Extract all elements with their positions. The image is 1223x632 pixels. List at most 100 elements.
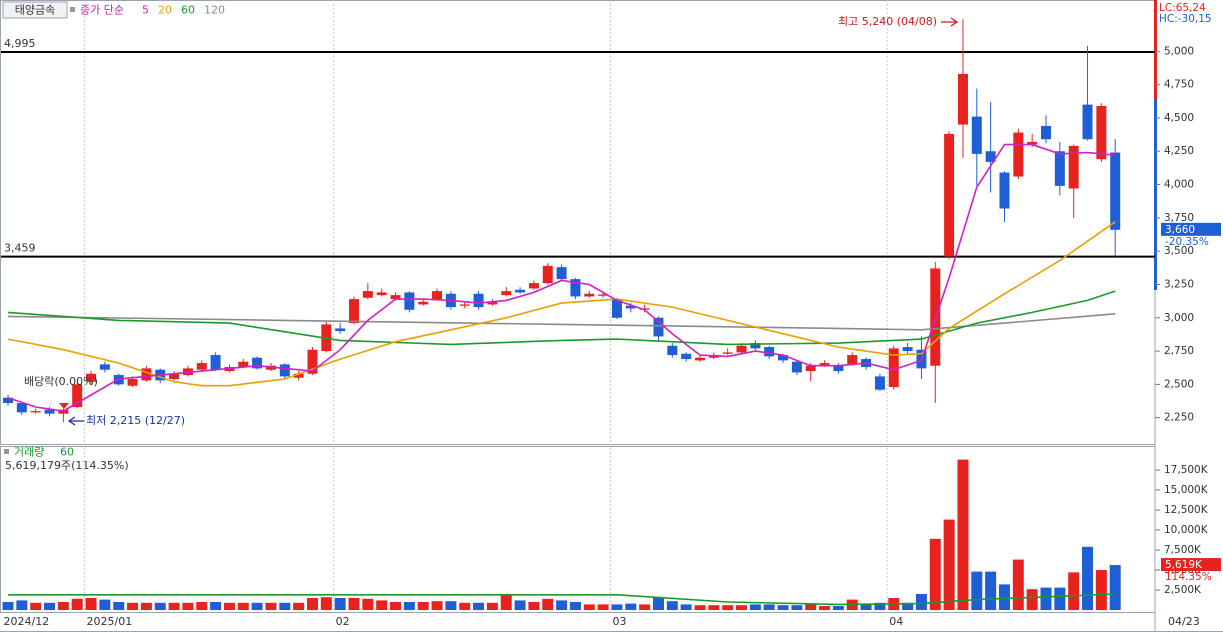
volume-bar bbox=[71, 598, 83, 610]
y-tick-label: 3,250 bbox=[1164, 278, 1194, 290]
y-tick-label: 4,000 bbox=[1164, 179, 1194, 191]
annotation: 최저 2,215 (12/27) bbox=[86, 414, 185, 427]
volume-bar bbox=[154, 602, 166, 610]
candle-body bbox=[1027, 141, 1038, 145]
last-price-label: 3,660 bbox=[1165, 224, 1195, 236]
volume-bar bbox=[763, 604, 775, 610]
volume-bar bbox=[611, 604, 623, 610]
volume-bar bbox=[625, 603, 637, 610]
change-label: -20.35% bbox=[1165, 236, 1209, 248]
candle-body bbox=[722, 352, 733, 354]
volume-bar bbox=[265, 602, 277, 610]
volume-bar bbox=[583, 604, 595, 610]
annotation-arrow bbox=[67, 416, 84, 426]
volume-bar bbox=[1054, 587, 1066, 610]
volume-bar bbox=[542, 598, 554, 610]
candle-body bbox=[99, 364, 110, 370]
moving-average bbox=[7, 290, 1116, 346]
candle-body bbox=[1110, 152, 1121, 230]
legend-marker bbox=[4, 449, 9, 454]
volume-bar bbox=[639, 604, 651, 610]
volume-bar bbox=[30, 602, 42, 610]
y-tick-label: 2,500K bbox=[1164, 584, 1202, 596]
volume-bar bbox=[417, 602, 429, 610]
candle-body bbox=[196, 363, 207, 370]
candle-body bbox=[307, 349, 318, 374]
last-price-box bbox=[1161, 222, 1221, 236]
candle-body bbox=[791, 361, 802, 373]
candle-body bbox=[279, 364, 290, 377]
candle-body bbox=[1041, 125, 1051, 140]
y-tick-label: 4,500 bbox=[1164, 112, 1194, 124]
volume-bar bbox=[514, 600, 526, 610]
volume-bar bbox=[99, 599, 111, 610]
candle-body bbox=[681, 353, 692, 360]
volume-bar bbox=[57, 602, 69, 610]
candle-body bbox=[944, 133, 955, 257]
volume-bar bbox=[431, 601, 443, 610]
y-tick-label: 4,750 bbox=[1164, 79, 1194, 91]
candle-body bbox=[584, 293, 595, 297]
volume-bar bbox=[500, 594, 512, 610]
volume-bar bbox=[722, 605, 734, 610]
moving-average bbox=[7, 221, 1116, 387]
candle-body bbox=[1082, 104, 1093, 140]
candle-body bbox=[778, 355, 789, 361]
x-tick-label: 2024/12 bbox=[4, 615, 50, 628]
candle-body bbox=[611, 299, 622, 318]
legend-entry: 60 bbox=[60, 446, 74, 459]
last-date-label: 04/23 bbox=[1168, 615, 1200, 628]
volume-bar bbox=[279, 602, 291, 610]
volume-bar bbox=[874, 602, 886, 610]
candle-body bbox=[971, 116, 982, 154]
last-volume-label: 5,619K bbox=[1165, 559, 1203, 571]
candle-body bbox=[764, 347, 775, 357]
candle-body bbox=[667, 345, 678, 356]
volume-bar bbox=[1068, 572, 1080, 610]
legend-entry: 120 bbox=[204, 4, 225, 17]
y-tick-label: 17,500K bbox=[1164, 464, 1209, 476]
volume-bar bbox=[320, 597, 332, 610]
candle-body bbox=[528, 283, 539, 289]
volume-bar bbox=[44, 602, 56, 610]
candle-body bbox=[127, 379, 138, 386]
stock-name[interactable]: 태양금속 bbox=[15, 4, 55, 17]
moving-average bbox=[7, 143, 1116, 412]
hc-bar bbox=[1154, 100, 1157, 290]
legend-title: 종가 단순 bbox=[80, 4, 124, 17]
y-tick-label: 3,000 bbox=[1164, 312, 1194, 324]
stock-name-button[interactable] bbox=[2, 1, 68, 19]
volume-subtitle: 5,619,179주(114.35%) bbox=[5, 459, 129, 472]
reference-label: 3,459 bbox=[4, 242, 36, 255]
candle-body bbox=[418, 301, 429, 305]
volume-bar bbox=[1012, 559, 1024, 610]
volume-bar bbox=[210, 602, 222, 610]
dividend-marker bbox=[59, 403, 69, 409]
candle-body bbox=[1068, 145, 1079, 189]
candle-body bbox=[902, 347, 913, 352]
candle-body bbox=[695, 357, 705, 361]
volume-bar bbox=[127, 602, 139, 610]
y-tick-label: 10,000K bbox=[1164, 524, 1209, 536]
candle-body bbox=[736, 345, 747, 353]
candle-body bbox=[556, 267, 567, 280]
legend-entry: 60 bbox=[181, 4, 195, 17]
candle-body bbox=[847, 355, 858, 365]
volume-bar bbox=[915, 594, 927, 610]
volume-bar bbox=[251, 602, 263, 610]
volume-bar bbox=[1109, 565, 1121, 610]
y-tick-label: 2,750 bbox=[1164, 345, 1194, 357]
candle-body bbox=[625, 305, 636, 309]
annotation: 배당락(0.00%) bbox=[24, 375, 98, 388]
candle-body bbox=[473, 293, 484, 308]
volume-bar bbox=[334, 598, 346, 610]
legend-entry: 20 bbox=[158, 4, 172, 17]
y-tick-label: 3,500 bbox=[1164, 245, 1194, 257]
volume-bar bbox=[237, 602, 249, 610]
volume-bar bbox=[791, 605, 803, 610]
volume-title: 거래량 bbox=[14, 446, 44, 459]
candle-body bbox=[404, 292, 415, 310]
candle-body bbox=[598, 294, 609, 296]
